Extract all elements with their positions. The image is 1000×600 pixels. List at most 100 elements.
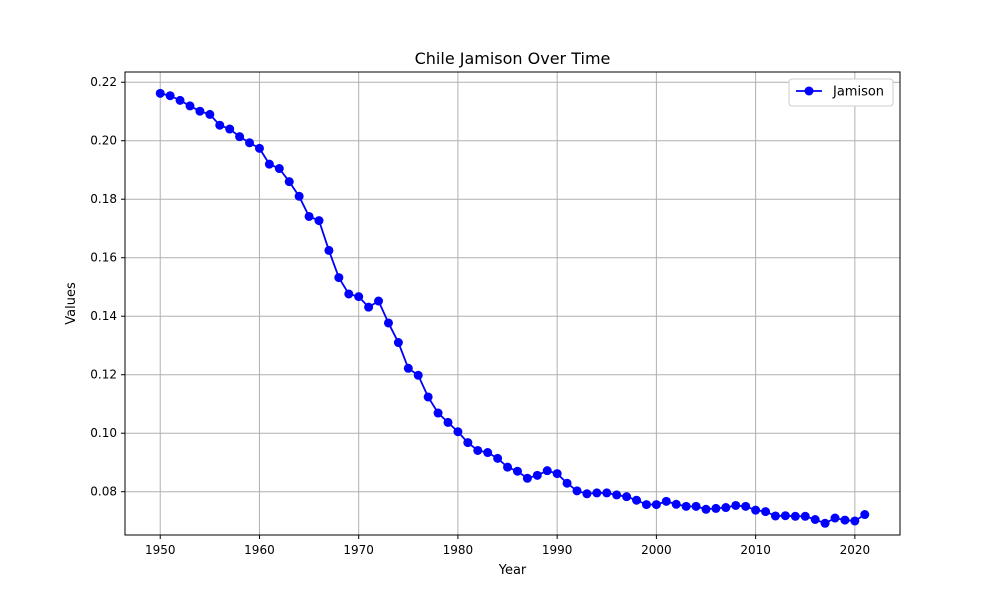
data-point	[810, 514, 820, 524]
data-point	[512, 466, 522, 476]
data-point	[711, 503, 721, 513]
y-tick-label: 0.10	[90, 426, 117, 440]
x-tick-label: 1950	[145, 543, 176, 557]
data-point	[582, 489, 592, 499]
data-point	[721, 503, 731, 513]
data-point	[790, 511, 800, 521]
data-point	[503, 462, 513, 472]
data-point	[245, 138, 255, 148]
data-point	[532, 470, 542, 480]
chart-title: Chile Jamison Over Time	[415, 49, 611, 68]
data-point	[741, 501, 751, 511]
y-tick-label: 0.22	[90, 75, 117, 89]
data-point	[622, 492, 632, 502]
data-point	[860, 510, 870, 520]
data-point	[493, 453, 503, 463]
y-tick-label: 0.08	[90, 485, 117, 499]
data-point	[830, 513, 840, 523]
data-point	[284, 177, 294, 187]
legend-label: Jamison	[832, 85, 884, 100]
x-tick-label: 1990	[542, 543, 573, 557]
data-point	[215, 120, 225, 130]
data-point	[175, 95, 185, 105]
data-point	[562, 478, 572, 488]
legend-marker-swatch	[804, 86, 814, 96]
data-point	[701, 504, 711, 514]
data-point	[423, 392, 433, 402]
data-point	[254, 143, 264, 153]
y-tick-label: 0.16	[90, 251, 117, 265]
data-point	[235, 132, 245, 142]
x-tick-label: 2000	[641, 543, 672, 557]
data-point	[840, 515, 850, 525]
data-point	[403, 363, 413, 373]
y-tick-label: 0.20	[90, 134, 117, 148]
grid-lines	[125, 72, 900, 535]
data-point	[344, 289, 354, 299]
data-point	[651, 500, 661, 510]
x-tick-label: 1970	[343, 543, 374, 557]
data-point	[393, 338, 403, 348]
data-point	[751, 505, 761, 515]
data-point	[374, 296, 384, 306]
x-axis-label: Year	[498, 563, 527, 578]
series-jamison	[155, 88, 870, 528]
data-point	[324, 245, 334, 255]
data-point	[731, 500, 741, 510]
legend-box	[788, 78, 894, 107]
data-point	[473, 445, 483, 455]
data-point	[294, 191, 304, 201]
y-tick-label: 0.12	[90, 368, 117, 382]
data-point	[770, 511, 780, 521]
x-axis-ticks: 1950 1960 1970 1980 1990 2000 2010 2020	[145, 535, 870, 557]
data-point	[483, 448, 493, 458]
x-tick-label: 1980	[443, 543, 474, 557]
data-point	[641, 500, 651, 510]
plot-frame	[124, 71, 901, 536]
data-point	[820, 518, 830, 528]
data-point	[761, 507, 771, 517]
data-point	[413, 370, 423, 380]
data-point	[612, 490, 622, 500]
data-point	[195, 106, 205, 116]
data-point	[681, 501, 691, 511]
data-point	[572, 486, 582, 496]
data-point	[592, 488, 602, 498]
data-point	[334, 273, 344, 283]
data-point	[225, 124, 235, 134]
data-point	[850, 516, 860, 526]
data-point	[691, 501, 701, 511]
data-point	[443, 417, 453, 427]
data-point	[274, 164, 284, 174]
x-tick-label: 2020	[840, 543, 871, 557]
series-line	[160, 92, 866, 525]
data-point	[552, 469, 562, 479]
data-point	[433, 408, 443, 418]
data-point	[304, 211, 314, 221]
data-point	[602, 488, 612, 498]
data-point	[780, 511, 790, 521]
x-tick-label: 1960	[244, 543, 275, 557]
y-axis-label: Values	[64, 282, 79, 325]
x-tick-label: 2010	[740, 543, 771, 557]
data-point	[314, 216, 324, 226]
legend: Jamison	[788, 78, 894, 107]
data-point	[364, 302, 374, 312]
data-point	[165, 91, 175, 101]
data-point	[354, 292, 364, 302]
data-point	[632, 495, 642, 505]
data-point	[453, 427, 463, 437]
data-point	[463, 438, 473, 448]
y-tick-label: 0.18	[90, 192, 117, 206]
data-point	[155, 88, 165, 98]
y-axis-ticks: 0.08 0.10 0.12 0.14 0.16 0.18 0.20 0.22	[90, 75, 125, 499]
data-point	[383, 318, 393, 328]
data-point	[205, 109, 215, 119]
data-point	[671, 499, 681, 509]
data-point	[185, 101, 195, 111]
data-point	[800, 511, 810, 521]
data-point	[542, 466, 552, 476]
data-point	[264, 159, 274, 169]
y-tick-label: 0.14	[90, 309, 117, 323]
